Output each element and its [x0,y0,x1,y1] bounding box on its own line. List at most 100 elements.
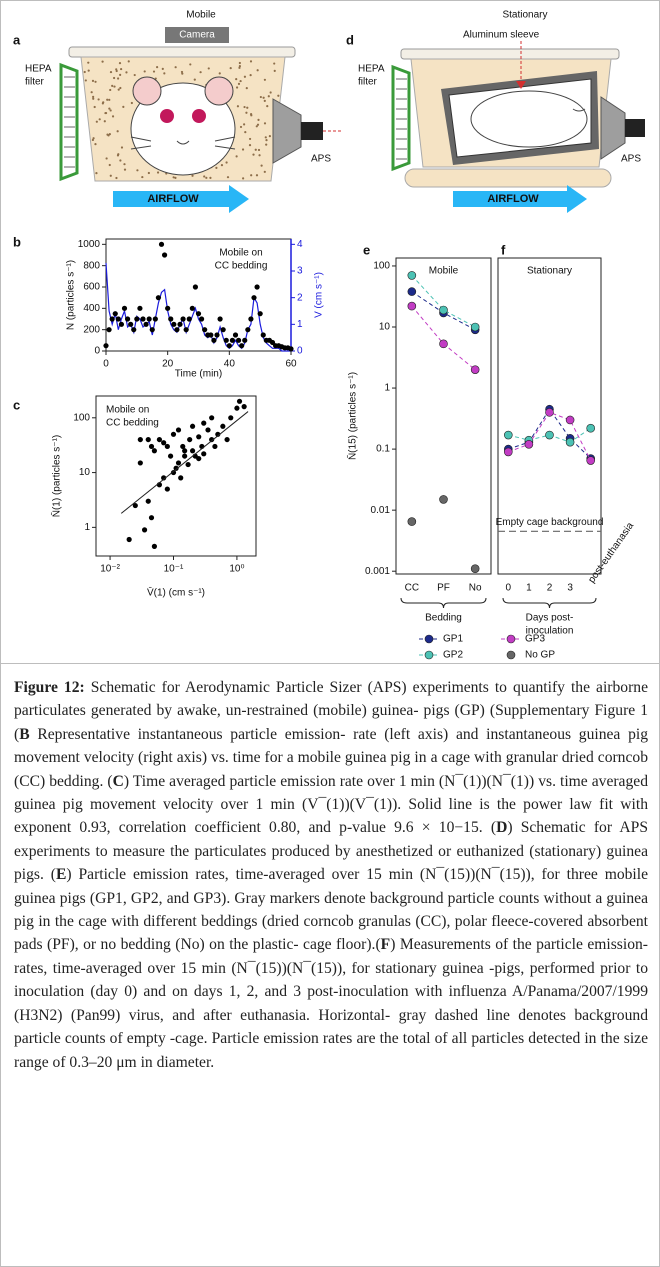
y-tick-label: 100 [73,412,90,423]
legend-label: GP2 [443,650,463,661]
bedding-grain [122,105,125,109]
data-point [257,311,263,317]
bedding-grain [116,77,120,80]
bedding-grain [95,171,98,175]
y-tick-label: 10 [79,467,91,478]
data-point [201,451,207,457]
bedding-grain [268,135,271,138]
bedding-grain [98,118,101,121]
bedding-grain [118,62,122,65]
data-point [189,448,196,454]
data-point [165,305,171,311]
bedding-grain [111,84,114,87]
closed-eye [572,108,586,112]
data-point [586,456,596,465]
data-point [189,305,195,311]
bedding-grain [189,63,192,66]
data-point [196,434,202,440]
data-point [177,321,183,327]
x-tick-label: 20 [162,359,174,370]
filter-label: HEPA [358,64,385,75]
data-point [126,536,132,543]
data-point [189,423,196,429]
data-point [245,327,251,333]
data-point [220,327,226,333]
data-point [173,465,179,471]
camera-label: Camera [179,30,215,41]
panel-title: Stationary [502,10,547,21]
bedding-grain [220,164,224,167]
bedding-grain [174,176,177,179]
bedding-grain [238,64,241,68]
data-point [143,321,149,327]
y-tick-label: 1 [384,383,390,394]
bedding-grain [235,86,239,89]
data-point [201,420,207,426]
data-point [175,427,182,433]
data-point [545,430,554,440]
y-tick-label: 0.01 [371,505,391,516]
data-point [439,495,448,504]
bedding-grain [103,120,106,123]
bedding-grain [123,163,126,166]
bedding-grain [115,176,118,180]
schematic-mobile: a Mobile Camera HEPA filter APS AIRFLOW [13,10,341,213]
x-axis-label: Days post- [526,613,574,624]
series-line [411,275,476,328]
bedding-grain [156,66,159,69]
data-point [187,436,193,443]
bedding-grain [91,79,95,83]
data-point [103,343,109,349]
caption-text: ) Schematic for APS experiments to measu… [14,819,648,884]
bedding-grain [115,69,118,73]
y2-tick-label: 4 [297,239,303,250]
bedding-grain [207,67,210,70]
bedding-grain [180,70,184,74]
data-point [167,453,174,459]
y-tick-label: 600 [83,282,100,293]
bedding-grain [90,91,93,94]
x-tick-label: 0 [506,583,512,594]
series-line [105,262,291,352]
data-point [439,339,448,349]
bedding-grain [117,88,120,91]
data-point [211,337,217,343]
eye [192,109,206,123]
panel-title: Stationary [527,266,572,277]
data-point [236,398,243,404]
bedding-grain [152,70,156,73]
data-point [242,337,248,343]
bedding-grain [120,67,123,71]
bedding-grain [273,69,276,72]
data-point [407,271,417,280]
brace [502,597,597,609]
bedding-grain [209,176,212,179]
bedding-grain [262,96,265,99]
eye [160,109,174,123]
bedding-grain [239,79,242,83]
caption-text: Figure 12: [14,679,85,696]
bedding-grain [92,97,95,100]
data-point [226,343,232,349]
fit-line [120,411,249,514]
panel-title: Mobile [429,266,459,277]
aps-tube [625,119,645,137]
data-point [149,327,155,333]
bedding-grain [243,123,246,126]
bedding-grain [269,91,272,94]
caption-text: C [112,772,124,790]
x-axis-label: Bedding [425,613,462,624]
bedding-grain [130,101,133,105]
x-tick-label: No [469,583,482,594]
bedding-grain [263,99,266,102]
data-point [235,337,242,343]
bedding-grain [257,148,261,152]
x-tick-label: 0 [103,359,109,370]
bedding-grain [245,87,248,90]
bedding-grain [143,70,146,73]
panel-letter: b [13,234,21,249]
data-point [524,439,534,449]
data-point [217,316,223,322]
data-point [168,316,174,322]
